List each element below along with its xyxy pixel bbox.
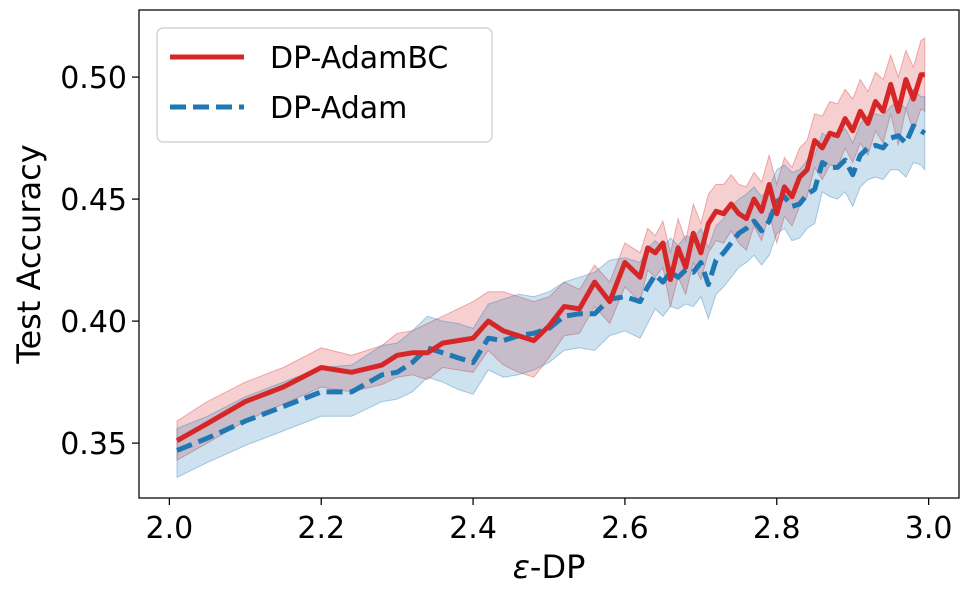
x-tick-label: 2.0 xyxy=(146,511,194,546)
x-axis-label: ε-DP xyxy=(513,548,586,586)
line-dp-adam xyxy=(176,123,927,453)
band-dp-adam xyxy=(176,88,926,479)
legend-label-dp-adam: DP-Adam xyxy=(270,91,407,126)
band-dp-adambc xyxy=(176,37,926,462)
x-tick-label: 2.6 xyxy=(601,511,649,546)
y-tick-label: 0.50 xyxy=(60,61,127,96)
y-tick-label: 0.40 xyxy=(60,305,127,340)
x-axis-ticks: 2.0 2.2 2.4 2.6 2.8 3.0 xyxy=(146,498,953,546)
x-tick-label: 2.4 xyxy=(449,511,497,546)
x-tick-label: 3.0 xyxy=(905,511,953,546)
y-tick-label: 0.45 xyxy=(60,183,127,218)
line-dp-adambc xyxy=(175,72,925,443)
y-axis-ticks: 0.35 0.40 0.45 0.50 xyxy=(60,61,139,462)
legend-label-dp-adambc: DP-AdamBC xyxy=(270,41,448,76)
y-tick-label: 0.35 xyxy=(60,427,127,462)
series-lines xyxy=(175,72,927,453)
x-tick-label: 2.2 xyxy=(297,511,345,546)
confidence-bands xyxy=(176,37,926,479)
legend: DP-AdamBC DP-Adam xyxy=(156,27,493,143)
plot-frame xyxy=(138,9,960,499)
y-axis-label: Test Accuracy xyxy=(10,144,48,364)
x-tick-label: 2.8 xyxy=(753,511,801,546)
